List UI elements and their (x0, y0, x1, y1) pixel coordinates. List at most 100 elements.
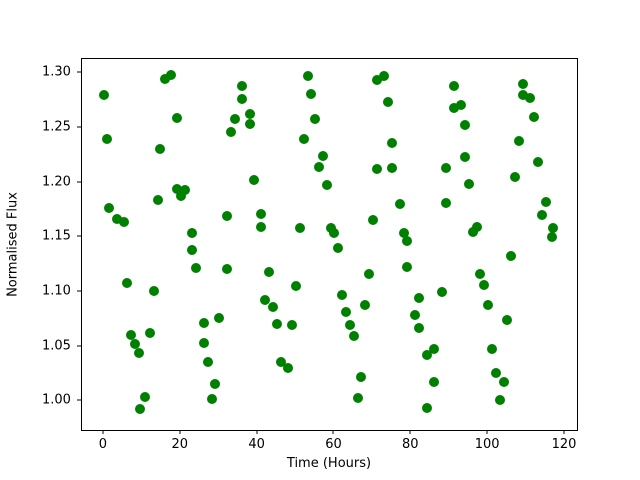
scatter-point (202, 356, 213, 367)
scatter-point (175, 190, 186, 201)
scatter-point (421, 402, 432, 413)
scatter-point (344, 319, 355, 330)
y-tick-label: 1.30 (42, 64, 71, 80)
scatter-point (237, 94, 248, 105)
scatter-point (490, 367, 501, 378)
x-tick-mark (486, 430, 488, 434)
scatter-point (256, 209, 267, 220)
scatter-point (329, 227, 340, 238)
scatter-point (121, 278, 132, 289)
scatter-point (221, 211, 232, 222)
scatter-point (475, 269, 486, 280)
scatter-point (479, 280, 490, 291)
scatter-point (135, 403, 146, 414)
scatter-point (548, 223, 559, 234)
scatter-point (448, 103, 459, 114)
x-axis-label: Time (Hours) (286, 456, 372, 471)
scatter-point (502, 315, 513, 326)
scatter-point (160, 73, 171, 84)
scatter-point (283, 363, 294, 374)
scatter-point (513, 136, 524, 146)
scatter-point (460, 152, 471, 163)
scatter-point (546, 232, 557, 243)
scatter-point (371, 164, 382, 175)
scatter-point (171, 113, 182, 124)
x-tick-label: 20 (171, 437, 189, 452)
scatter-point (291, 281, 302, 292)
scatter-point (341, 306, 351, 317)
scatter-point (437, 286, 448, 297)
scatter-point (179, 185, 190, 196)
scatter-point (125, 329, 136, 340)
scatter-point (414, 322, 424, 333)
y-tick-label: 1.25 (42, 119, 71, 135)
scatter-point (133, 348, 144, 359)
scatter-point (487, 343, 497, 354)
scatter-point (237, 81, 248, 92)
scatter-point (387, 163, 398, 174)
y-tick-label: 1.00 (42, 392, 71, 408)
y-tick-mark (77, 181, 81, 183)
scatter-point (101, 133, 112, 144)
x-tick-mark (179, 430, 181, 434)
scatter-point (467, 226, 478, 237)
y-tick-mark (77, 126, 81, 128)
scatter-point (429, 343, 440, 354)
x-tick-label: 40 (248, 437, 265, 452)
scatter-point (398, 227, 409, 238)
scatter-point (229, 114, 240, 125)
scatter-point (494, 395, 505, 406)
scatter-point (517, 79, 528, 90)
scatter-point (287, 319, 298, 330)
scatter-point (360, 300, 371, 311)
scatter-point (264, 267, 275, 278)
scatter-point (306, 88, 317, 99)
scatter-point (383, 96, 394, 107)
scatter-point (448, 81, 459, 92)
scatter-point (333, 243, 344, 254)
scatter-point (298, 133, 309, 144)
scatter-point (410, 309, 421, 320)
scatter-point (394, 199, 405, 210)
scatter-point (104, 202, 115, 213)
scatter-point (260, 294, 271, 305)
y-tick-mark (77, 235, 81, 237)
scatter-point (310, 114, 321, 125)
scatter-point (463, 178, 474, 189)
x-tick-mark (256, 430, 258, 434)
scatter-point (506, 250, 517, 261)
scatter-point (367, 214, 378, 225)
scatter-point (456, 99, 467, 110)
scatter-point (294, 223, 305, 234)
y-tick-label: 1.15 (42, 228, 71, 244)
scatter-point (321, 179, 332, 190)
scatter-point (271, 318, 282, 329)
y-tick-mark (77, 290, 81, 292)
scatter-point (140, 391, 151, 402)
scatter-point (337, 290, 348, 301)
scatter-point (152, 195, 163, 206)
x-tick-label: 120 (551, 437, 577, 452)
scatter-point (198, 317, 209, 328)
scatter-point (533, 156, 544, 167)
scatter-point (352, 392, 363, 403)
x-tick-mark (102, 430, 104, 434)
scatter-point (248, 175, 259, 186)
scatter-point (154, 143, 165, 154)
y-tick-mark (77, 399, 81, 401)
scatter-point (536, 210, 547, 221)
scatter-point (275, 356, 286, 367)
plot-area (81, 58, 578, 431)
scatter-point (302, 71, 313, 82)
x-tick-label: 80 (402, 437, 419, 452)
scatter-point (356, 372, 367, 383)
scatter-point (244, 108, 255, 119)
scatter-point (198, 338, 209, 349)
scatter-point (440, 198, 451, 209)
y-tick-mark (77, 345, 81, 347)
y-tick-label: 1.05 (42, 338, 71, 354)
x-tick-label: 60 (325, 437, 342, 452)
x-tick-mark (409, 430, 411, 434)
scatter-point (171, 184, 182, 195)
scatter-point (244, 118, 255, 129)
